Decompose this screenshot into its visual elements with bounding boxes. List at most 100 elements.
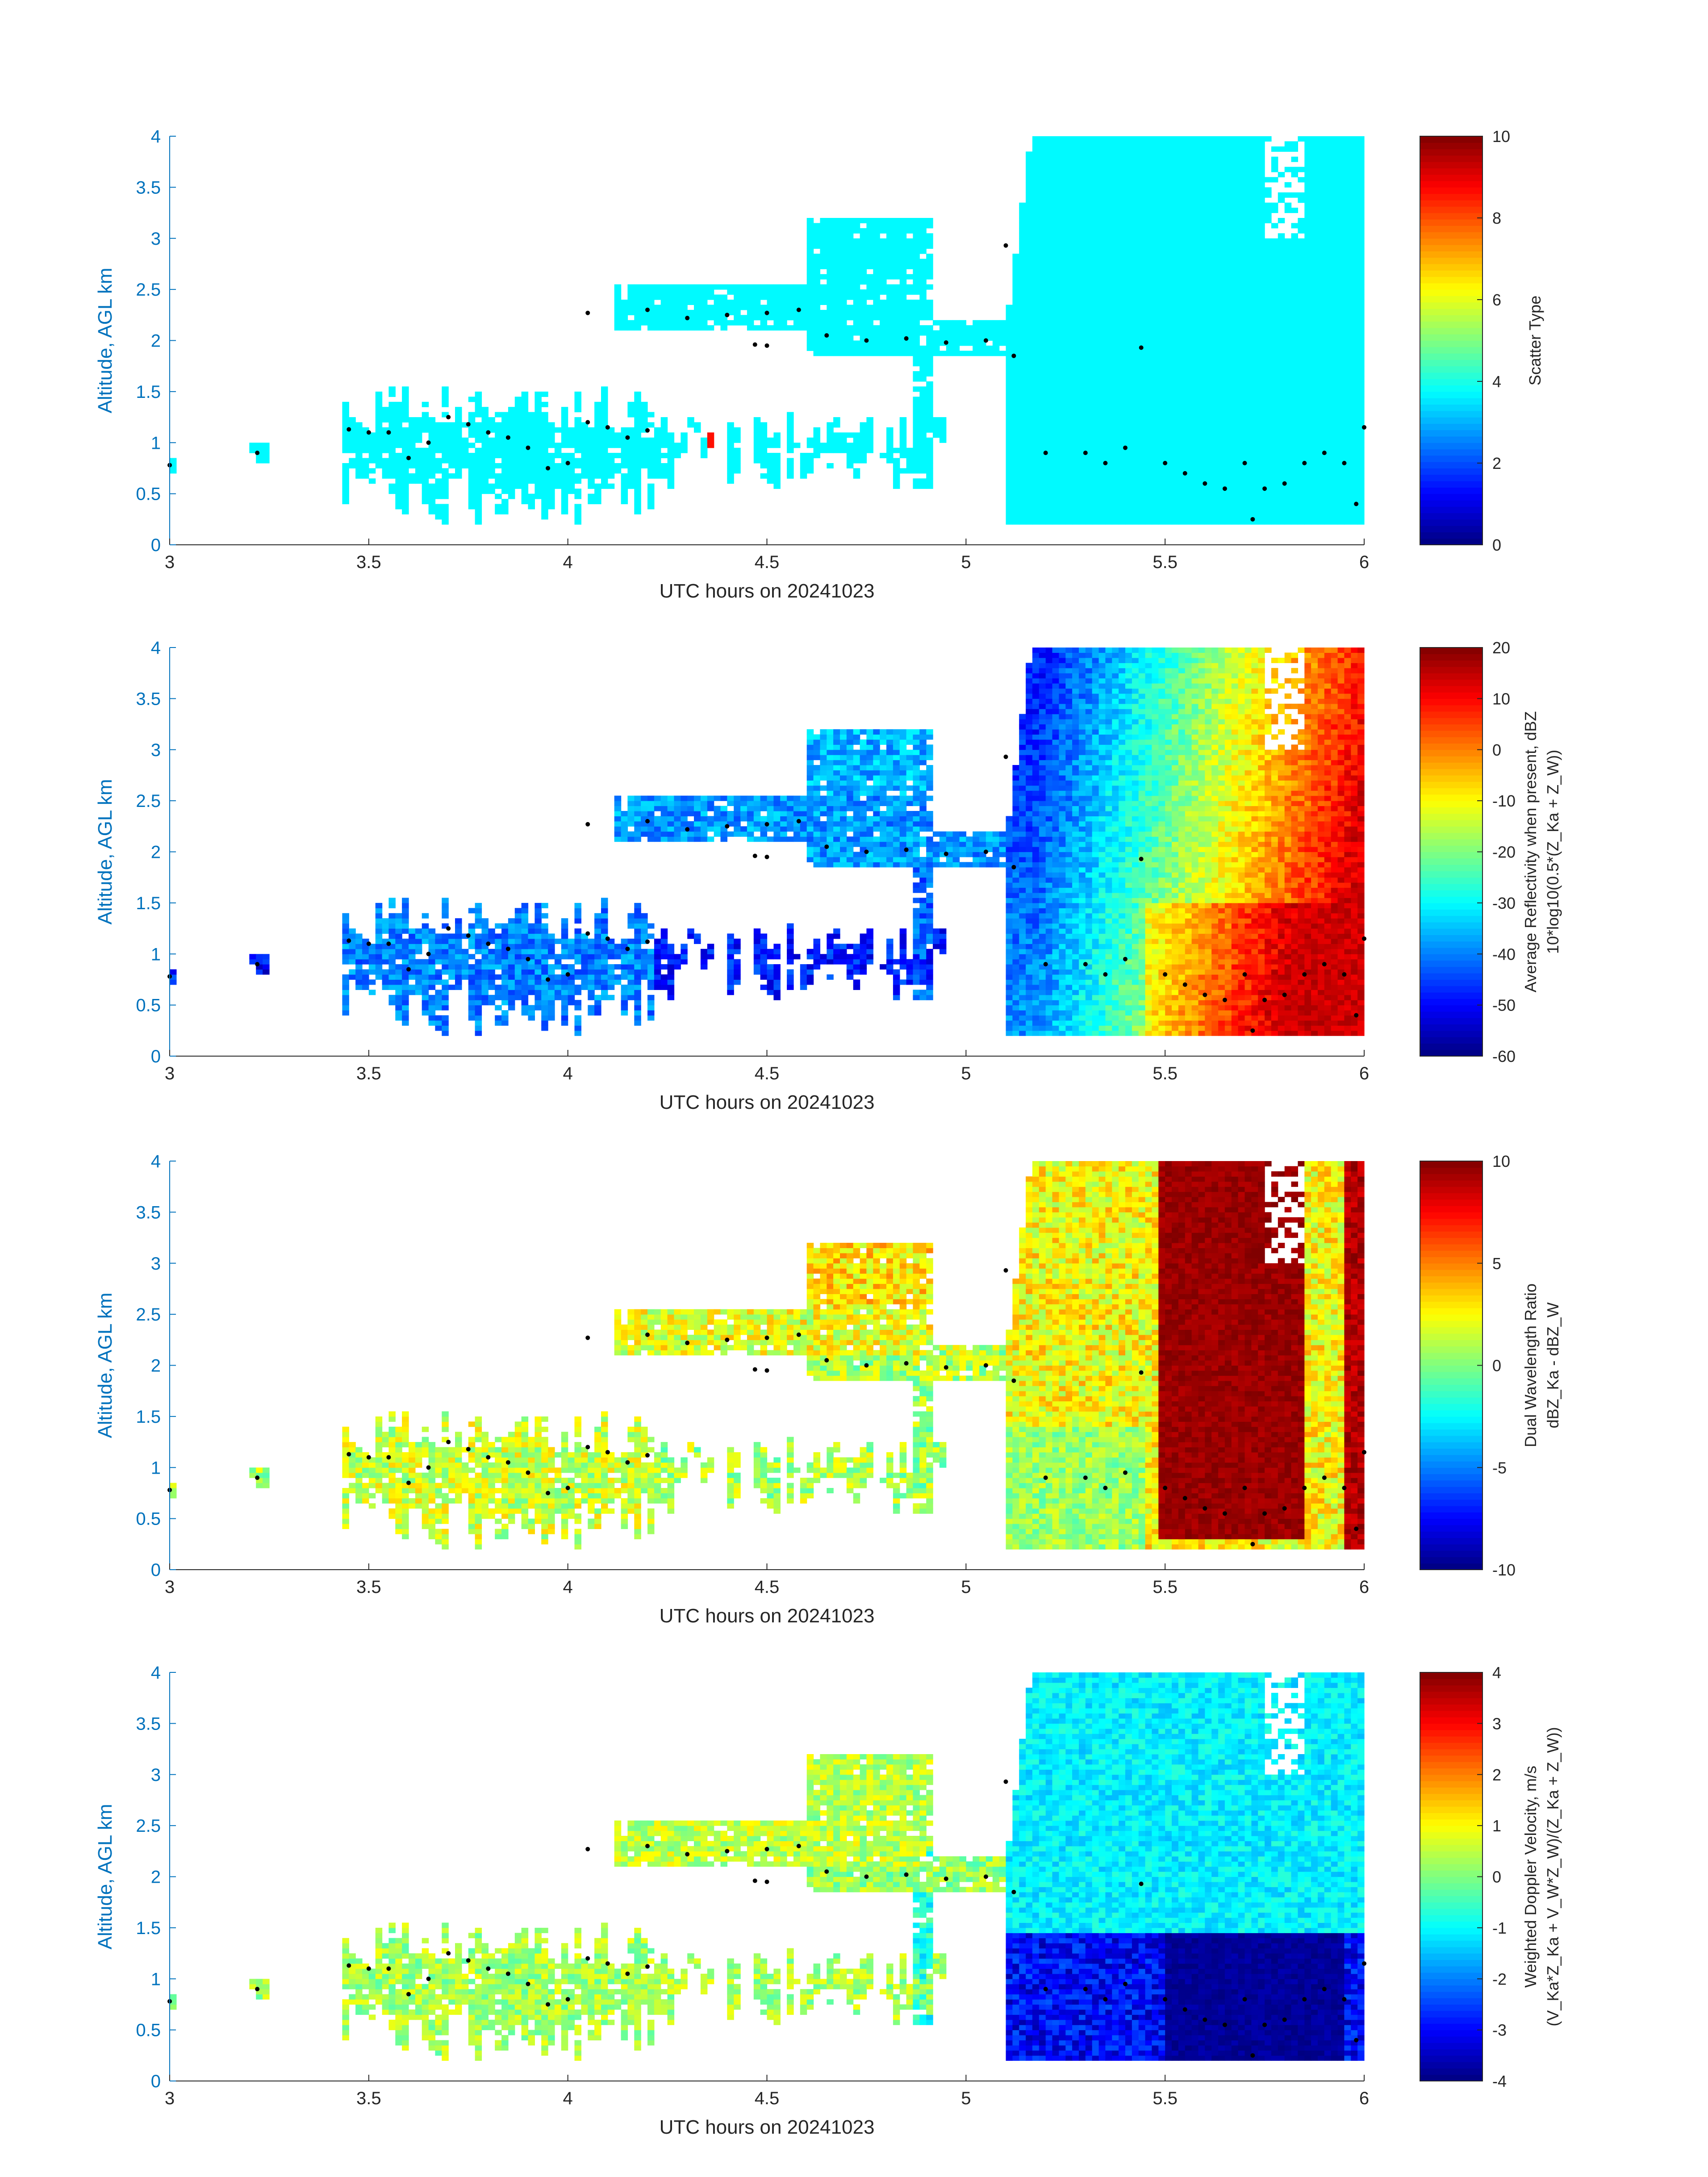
heatmap-cell [813,437,820,443]
heatmap-cell [1072,437,1079,443]
heatmap-cell [1072,182,1079,188]
heatmap-cell [700,453,708,459]
heatmap-cell [760,473,768,479]
heatmap-cell [1211,182,1219,188]
heatmap-cell [1085,259,1093,264]
heatmap-cell [455,412,462,418]
heatmap-cell [1112,519,1119,525]
heatmap-cell [1059,376,1066,382]
heatmap-cell [1132,223,1139,229]
heatmap-cell [1012,305,1019,310]
heatmap-cell [727,473,734,479]
heatmap-cell [1231,514,1239,520]
heatmap-cell [1132,213,1139,218]
heatmap-cell [1145,478,1153,484]
heatmap-cell [846,447,854,453]
heatmap-cell [992,351,1000,356]
heatmap-cell [1132,509,1139,514]
heatmap-cell [475,447,482,453]
heatmap-cell [1012,447,1019,453]
heatmap-cell [1079,259,1086,264]
heatmap-cell [1165,443,1172,448]
heatmap-cell [1185,483,1192,489]
heatmap-cell [1052,300,1059,305]
heatmap-cell [1045,407,1053,413]
heatmap-cell [674,315,681,321]
heatmap-cell [1238,335,1245,341]
heatmap-cell [415,447,422,453]
heatmap-cell [939,325,947,331]
heatmap-cell [1271,162,1278,167]
heatmap-cell [853,284,860,290]
heatmap-cell [422,473,429,479]
heatmap-cell [588,447,595,453]
heatmap-cell [1244,136,1252,142]
heatmap-cell [1265,187,1272,193]
heatmap-cell [1211,294,1219,300]
heatmap-cell [1172,187,1179,193]
heatmap-cell [1032,162,1040,167]
heatmap-cell [1112,478,1119,484]
heatmap-cell [1244,156,1252,162]
heatmap-cell [1244,243,1252,249]
heatmap-cell [1085,218,1093,223]
heatmap-cell [448,463,455,468]
heatmap-cell [1165,499,1172,505]
heatmap-cell [1172,228,1179,234]
heatmap-cell [919,443,927,448]
heatmap-cell [906,345,914,351]
heatmap-cell [886,458,894,464]
heatmap-cell [415,417,422,423]
heatmap-cell [734,300,741,305]
heatmap-cell [1132,202,1139,208]
heatmap-cell [1278,351,1285,356]
heatmap-cell [1158,427,1165,433]
heatmap-cell [1065,238,1073,244]
heatmap-cell [1198,315,1205,321]
heatmap-cell [1205,493,1212,499]
heatmap-cell [1165,156,1172,162]
heatmap-cell [1158,453,1165,459]
heatmap-cell [1231,259,1239,264]
heatmap-cell [621,473,628,479]
heatmap-cell [1238,279,1245,285]
heatmap-cell [1138,284,1146,290]
heatmap-cell [1105,274,1112,280]
heatmap-cell [1218,208,1225,213]
heatmap-cell [1224,305,1232,310]
heatmap-cell [1205,208,1212,213]
heatmap-cell [1119,391,1126,397]
heatmap-cell [1185,432,1192,438]
heatmap-cell [1052,463,1059,468]
heatmap-cell [1191,381,1199,387]
heatmap-cell [561,432,568,438]
heatmap-cell [1072,361,1079,367]
heatmap-cell [1238,386,1245,392]
heatmap-cell [681,284,688,290]
heatmap-cell [694,305,701,310]
heatmap-cell [1251,468,1258,474]
heatmap-cell [846,248,854,254]
heatmap-cell [1278,315,1285,321]
heatmap-cell [1125,330,1132,336]
heatmap-cell [574,519,581,525]
heatmap-cell [1012,504,1019,510]
heatmap-cell [1132,443,1139,448]
heatmap-cell [1065,335,1073,341]
heatmap-cell [1112,381,1119,387]
heatmap-cell [1244,478,1252,484]
heatmap-cell [1112,447,1119,453]
heatmap-cell [468,463,476,468]
heatmap-cell [674,289,681,295]
heatmap-cell [1145,381,1153,387]
heatmap-cell [1265,499,1272,505]
heatmap-cell [634,453,641,459]
heatmap-cell [1112,463,1119,468]
heatmap-cell [1006,335,1013,341]
heatmap-cell [1198,259,1205,264]
heatmap-cell [442,504,449,510]
heatmap-cell [1145,443,1153,448]
heatmap-cell [1271,309,1278,315]
heatmap-cell [1065,300,1073,305]
heatmap-cell [1019,473,1026,479]
